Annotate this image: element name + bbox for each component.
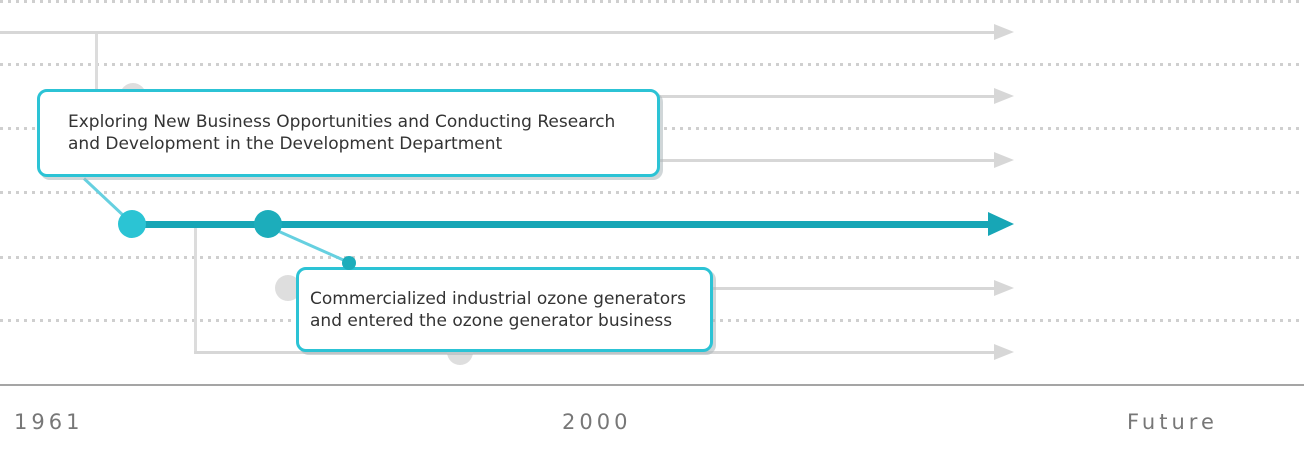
axis-label-future: Future: [1127, 410, 1218, 434]
arrowhead-icon: [988, 212, 1014, 236]
callout-text-line: Commercialized industrial ozone generato…: [310, 288, 686, 309]
grid-dotted-line: [0, 256, 1304, 259]
callout-text-line: Exploring New Business Opportunities and…: [68, 112, 616, 132]
callout-research-development: Exploring New Business Opportunities and…: [37, 89, 660, 177]
timeline-row-highlight: [132, 221, 990, 228]
callout-text-line: and entered the ozone generator business: [310, 310, 673, 331]
event-marker-1961: [118, 210, 146, 238]
arrowhead-icon: [994, 344, 1014, 360]
arrowhead-icon: [994, 88, 1014, 104]
branch-connector: [95, 32, 98, 96]
grid-dotted-line: [0, 63, 1304, 66]
arrowhead-icon: [994, 24, 1014, 40]
grid-dotted-line: [0, 0, 1304, 3]
event-marker-2000: [254, 210, 282, 238]
timeline-row-6: [194, 351, 996, 354]
axis-label-2000: 2000: [562, 410, 632, 434]
axis-baseline: [0, 384, 1304, 386]
arrowhead-icon: [994, 280, 1014, 296]
branch-connector: [194, 224, 197, 352]
timeline-row-1: [0, 31, 996, 34]
grid-dotted-line: [0, 191, 1304, 194]
callout-anchor-dot: [342, 256, 356, 270]
axis-label-1961: 1961: [14, 410, 84, 434]
arrowhead-icon: [994, 152, 1014, 168]
callout-ozone-generators: Commercialized industrial ozone generato…: [296, 267, 713, 352]
callout-text-line: and Development in the Development Depar…: [68, 134, 503, 154]
